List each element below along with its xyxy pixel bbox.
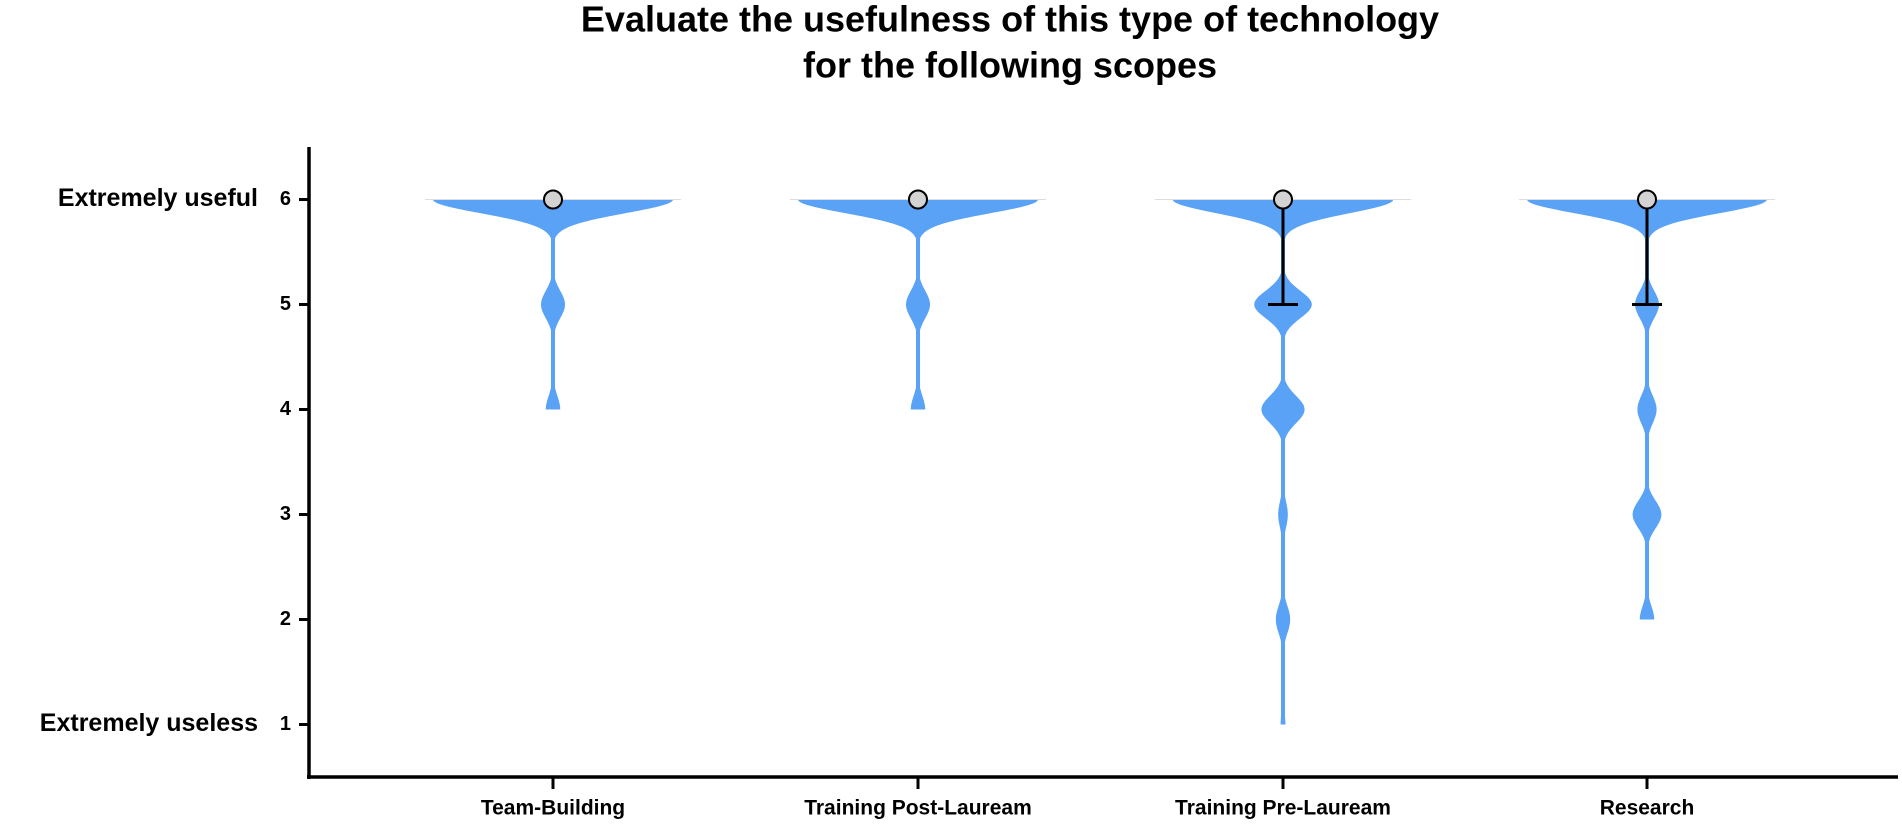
y-anchor-label: Extremely useless xyxy=(40,709,258,737)
y-tick-label: 6 xyxy=(280,188,291,210)
violin xyxy=(1172,199,1394,725)
x-tick-label: Training Post-Lauream xyxy=(804,797,1032,820)
y-tick-label: 3 xyxy=(280,503,291,525)
chart-title: Evaluate the usefulness of this type of … xyxy=(581,0,1439,40)
x-tick-label: Research xyxy=(1600,797,1695,820)
x-tick-label: Team-Building xyxy=(481,797,625,820)
y-anchor-label: Extremely useful xyxy=(58,184,258,212)
x-tick-label: Training Pre-Lauream xyxy=(1175,797,1391,820)
violin xyxy=(798,199,1038,410)
y-tick-label: 2 xyxy=(280,608,291,630)
y-tick-label: 4 xyxy=(280,398,292,420)
violin xyxy=(1527,199,1767,620)
median xyxy=(543,189,563,210)
y-tick-label: 5 xyxy=(280,293,291,315)
median xyxy=(1273,189,1293,210)
median xyxy=(908,189,928,210)
chart-title: for the following scopes xyxy=(803,45,1217,86)
y-tick-label: 1 xyxy=(280,713,291,735)
median xyxy=(1637,189,1657,210)
violin xyxy=(433,199,673,410)
